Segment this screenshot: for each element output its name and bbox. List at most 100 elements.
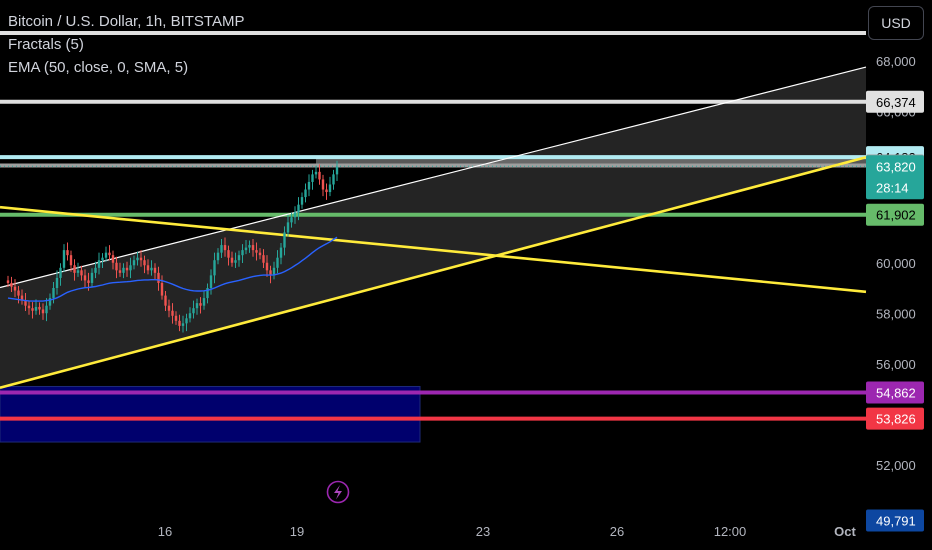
time-tick-label: 19 xyxy=(290,524,304,539)
price-label-box xyxy=(866,509,924,532)
candle-body xyxy=(111,255,115,263)
candle-body xyxy=(332,174,335,185)
candle-body xyxy=(62,250,66,268)
candle-body xyxy=(143,260,146,266)
price-label-text: 61,902 xyxy=(876,208,916,223)
trend-line xyxy=(0,155,867,389)
candle-body xyxy=(27,305,31,309)
indicator-fractals[interactable]: Fractals (5) xyxy=(8,36,84,53)
candle-body xyxy=(150,267,153,271)
candle-body xyxy=(136,257,139,261)
candle-body xyxy=(118,270,122,273)
candle-body xyxy=(195,303,199,309)
candle-body xyxy=(265,262,269,271)
candle-body xyxy=(164,295,167,306)
candle-body xyxy=(293,212,297,218)
candle-body xyxy=(80,270,83,276)
candle-body xyxy=(101,257,104,261)
price-label-text: 53,826 xyxy=(876,412,916,427)
candle-body xyxy=(34,306,38,311)
candle-body xyxy=(24,300,27,306)
currency-button[interactable]: USD xyxy=(868,6,924,40)
candle-body xyxy=(251,245,255,251)
candle-body xyxy=(258,252,262,256)
candle-body xyxy=(283,232,286,248)
price-label-text: 63,820 xyxy=(876,159,916,174)
candle-body xyxy=(220,245,223,253)
candle-body xyxy=(223,245,227,251)
indicator-ema[interactable]: EMA (50, close, 0, SMA, 5) xyxy=(8,59,189,76)
candle-body xyxy=(234,260,237,263)
countdown-label: 28:14 xyxy=(876,180,909,195)
candle-body xyxy=(279,247,283,258)
navy-range-box xyxy=(0,385,421,443)
candle-body xyxy=(311,174,314,182)
candle-body xyxy=(17,290,20,296)
candle-body xyxy=(38,306,41,310)
candle-body xyxy=(202,298,206,306)
candle-body xyxy=(52,288,55,299)
candle-body xyxy=(115,262,118,271)
candle-body xyxy=(69,255,73,266)
candle-body xyxy=(213,260,216,276)
candle-body xyxy=(13,286,17,291)
candle-body xyxy=(335,166,339,175)
candle-body xyxy=(6,280,10,283)
horizontal-levels xyxy=(0,30,866,421)
candle-body xyxy=(192,308,195,314)
candle-body xyxy=(48,298,52,306)
candle-body xyxy=(255,250,258,253)
lightning-icon[interactable] xyxy=(326,480,350,504)
candle-body xyxy=(321,179,325,190)
symbol-title[interactable]: Bitcoin / U.S. Dollar, 1h, BITSTAMP xyxy=(8,13,245,30)
price-label-box xyxy=(866,407,924,430)
price-label-box xyxy=(866,203,924,226)
candle-body xyxy=(108,252,111,256)
candle-body xyxy=(300,197,304,205)
time-tick-label: 16 xyxy=(158,524,172,539)
candle-body xyxy=(167,305,171,311)
candle-body xyxy=(41,309,45,314)
price-tick-label: 52,000 xyxy=(876,458,916,473)
price-tick-label: 60,000 xyxy=(876,256,916,271)
candle-body xyxy=(160,282,164,296)
candle-body xyxy=(171,310,174,316)
candle-body xyxy=(73,265,76,273)
candle-body xyxy=(66,250,69,256)
candle-body xyxy=(132,260,136,266)
candle-body xyxy=(328,184,332,193)
candle-body xyxy=(304,189,307,198)
candle-body xyxy=(153,267,157,273)
candle-body xyxy=(76,270,80,273)
channel-fill xyxy=(0,67,866,388)
trend-line xyxy=(0,205,867,294)
candle-body xyxy=(174,315,178,321)
candle-body xyxy=(276,257,279,268)
candle-body xyxy=(272,267,276,276)
price-tick-label: 68,000 xyxy=(876,54,916,69)
price-tick-label: 58,000 xyxy=(876,306,916,321)
ema-line xyxy=(7,236,338,302)
gray-range-box xyxy=(316,157,866,166)
candle-body xyxy=(139,257,143,261)
candle-body xyxy=(20,295,24,301)
candle-body xyxy=(241,250,244,256)
candle-body xyxy=(297,204,300,213)
candle-body xyxy=(244,247,248,251)
candle-body xyxy=(209,275,213,288)
candle-body xyxy=(227,250,230,258)
candle-body xyxy=(325,189,328,193)
candle-body xyxy=(94,267,97,273)
time-axis: 16 19 23 26 12:00 Oct xyxy=(158,524,857,539)
price-axis: 52,00054,00056,00058,00060,00062,00064,0… xyxy=(866,54,924,532)
candle-body xyxy=(122,267,125,273)
candle-body xyxy=(45,305,48,314)
candle-body xyxy=(146,265,150,271)
candle-body xyxy=(178,320,181,326)
candle-body xyxy=(286,222,290,233)
price-label-text: 66,374 xyxy=(876,95,916,110)
candle-body xyxy=(216,252,220,261)
price-label-box xyxy=(866,155,924,200)
candle-body xyxy=(10,282,13,287)
